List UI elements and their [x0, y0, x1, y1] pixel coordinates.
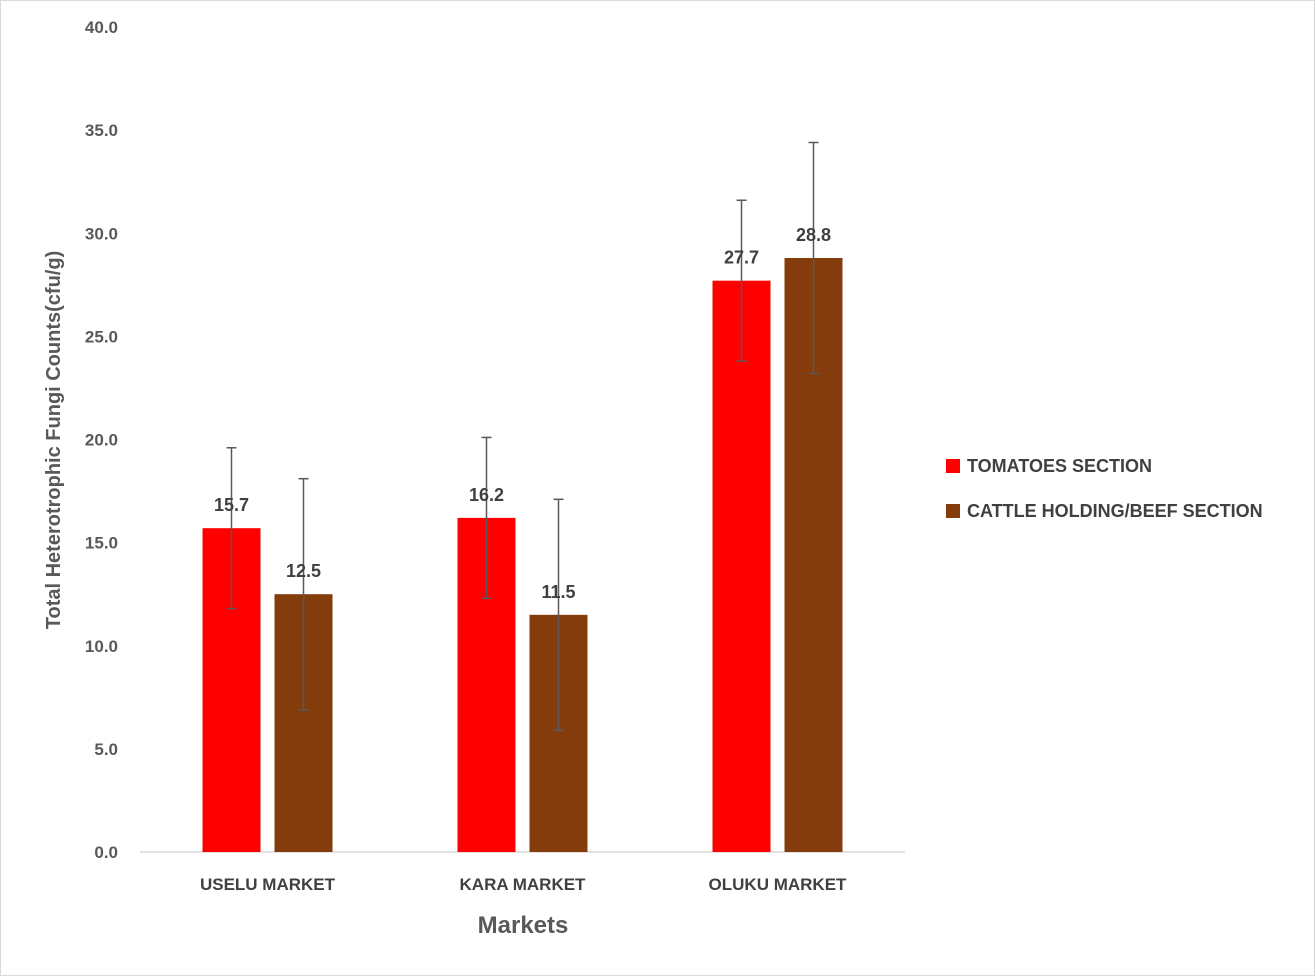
- data-label: 16.2: [469, 485, 504, 505]
- y-tick-label: 15.0: [85, 534, 118, 553]
- y-tick-label: 25.0: [85, 327, 118, 346]
- x-tick-label: OLUKU MARKET: [709, 875, 847, 894]
- y-tick-label: 35.0: [85, 121, 118, 140]
- data-label: 27.7: [724, 248, 759, 268]
- x-tick-label: USELU MARKET: [200, 875, 336, 894]
- data-label: 15.7: [214, 495, 249, 515]
- y-tick-label: 5.0: [94, 740, 118, 759]
- bar: [712, 280, 771, 852]
- y-tick-label: 0.0: [94, 843, 118, 862]
- bars: [202, 258, 843, 852]
- y-axis-title: Total Heterotrophic Fungi Counts(cfu/g): [43, 251, 65, 629]
- data-label: 11.5: [541, 582, 575, 602]
- error-bars: [226, 141, 819, 732]
- y-tick-label: 40.0: [85, 18, 118, 37]
- data-label: 28.8: [796, 225, 831, 245]
- y-tick-label: 10.0: [85, 637, 118, 656]
- y-tick-label: 20.0: [85, 431, 118, 450]
- legend-label: TOMATOES SECTION: [967, 456, 1152, 476]
- x-tick-label: KARA MARKET: [460, 875, 587, 894]
- x-axis-title: Markets: [478, 912, 569, 939]
- legend-swatch: [946, 459, 960, 473]
- legend-label: CATTLE HOLDING/BEEF SECTION: [967, 501, 1263, 521]
- data-labels: 15.7 12.5 16.2 11.5 27.7 28.8: [214, 225, 831, 602]
- legend: TOMATOES SECTION CATTLE HOLDING/BEEF SECT…: [946, 456, 1263, 521]
- x-axis-category-labels: USELU MARKET KARA MARKET OLUKU MARKET: [200, 875, 847, 894]
- data-label: 12.5: [286, 561, 321, 581]
- y-tick-label: 30.0: [85, 224, 118, 243]
- legend-swatch: [946, 504, 960, 518]
- y-axis-ticks: 0.0 5.0 10.0 15.0 20.0 25.0 30.0 35.0 40.0: [85, 18, 118, 862]
